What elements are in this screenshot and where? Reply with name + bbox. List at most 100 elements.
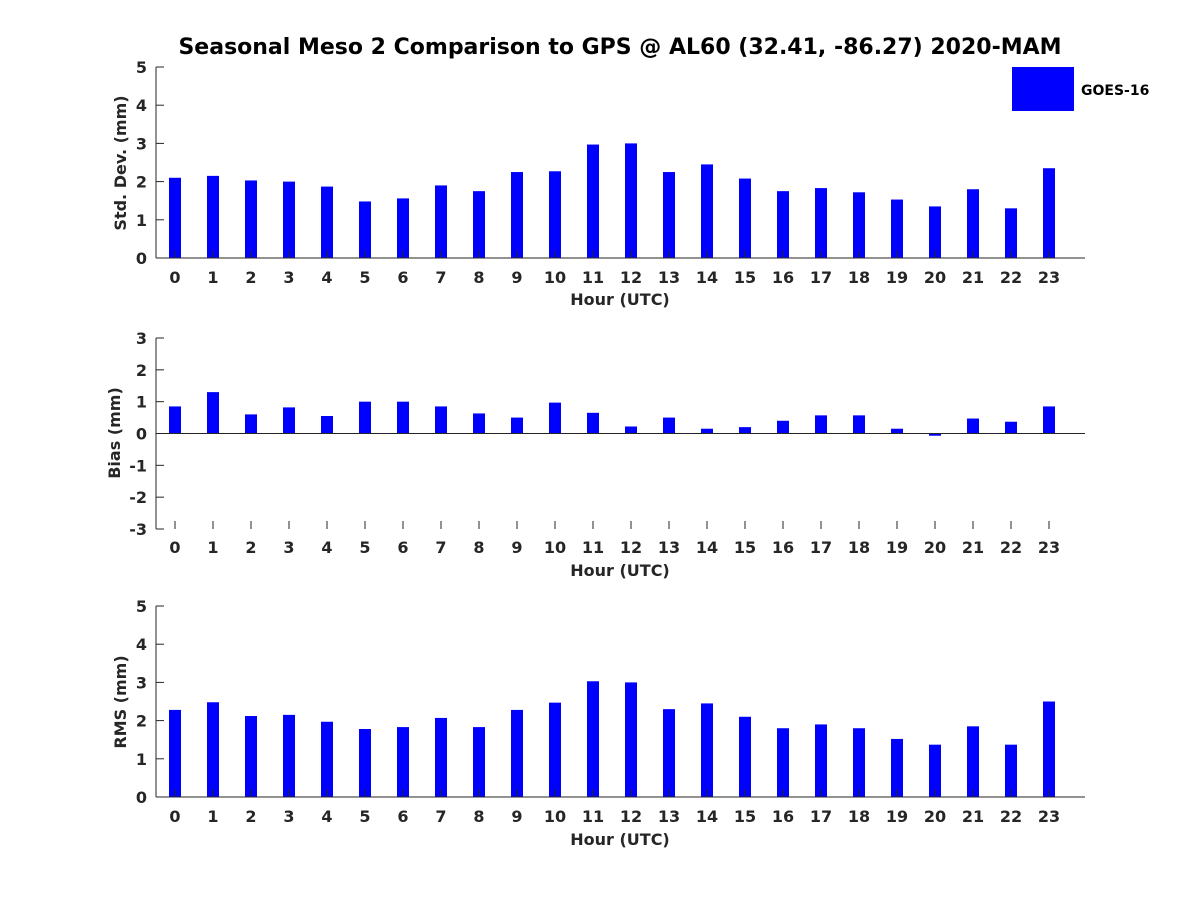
- rms-xtick-label: 23: [1038, 807, 1060, 826]
- std-dev-bar-hour-12: [625, 143, 637, 258]
- std-dev-xtick-label: 18: [848, 268, 870, 287]
- rms-bar-hour-0: [169, 709, 181, 797]
- rms-bar-hour-18: [853, 728, 865, 797]
- std-dev-xtick-label: 0: [169, 268, 180, 287]
- std-dev-bar-hour-2: [245, 180, 257, 258]
- rms-xtick-label: 9: [511, 807, 522, 826]
- bias-xtick-label: 3: [283, 538, 294, 557]
- bias-ytick-label: 3: [136, 329, 147, 348]
- rms-xtick-label: 8: [473, 807, 484, 826]
- std-dev-xtick-label: 21: [962, 268, 984, 287]
- std-dev-bar-hour-16: [777, 191, 789, 258]
- rms-xtick-label: 1: [207, 807, 218, 826]
- std-dev-xtick-label: 8: [473, 268, 484, 287]
- rms-bar-hour-9: [511, 709, 523, 797]
- bias-bar-hour-22: [1005, 421, 1017, 434]
- std-dev-bar-hour-23: [1043, 168, 1055, 258]
- std-dev-bar-hour-18: [853, 192, 865, 258]
- rms-bar-hour-7: [435, 717, 447, 797]
- bias-xtick-label: 2: [245, 538, 256, 557]
- std-dev-bar-hour-13: [663, 172, 675, 258]
- bias-bar-hour-19: [891, 428, 903, 434]
- bias-bar-hour-5: [359, 401, 371, 434]
- std-dev-xtick-label: 17: [810, 268, 832, 287]
- bias-bar-hour-4: [321, 415, 333, 434]
- rms-xtick-label: 17: [810, 807, 832, 826]
- rms-ytick-label: 2: [136, 712, 147, 731]
- rms-xtick-label: 22: [1000, 807, 1022, 826]
- bias-xtick-label: 22: [1000, 538, 1022, 557]
- bias-xlabel: Hour (UTC): [570, 561, 670, 580]
- rms-bar-hour-8: [473, 727, 485, 797]
- std-dev-xtick-label: 20: [924, 268, 946, 287]
- rms-bar-hour-1: [207, 702, 219, 797]
- bias-bar-hour-6: [397, 401, 409, 434]
- std-dev-bar-hour-10: [549, 171, 561, 258]
- std-dev-xtick-label: 19: [886, 268, 908, 287]
- std-dev-bar-hour-8: [473, 191, 485, 258]
- rms-bar-hour-22: [1005, 744, 1017, 797]
- rms-xtick-label: 4: [321, 807, 332, 826]
- legend-label: GOES-16: [1081, 83, 1149, 99]
- rms-bar-hour-10: [549, 702, 561, 797]
- bias-bar-hour-1: [207, 392, 219, 434]
- rms-bar-hour-4: [321, 721, 333, 797]
- std-dev-bar-hour-21: [967, 189, 979, 258]
- std-dev-ylabel: Std. Dev. (mm): [111, 95, 130, 230]
- rms-bar-hour-16: [777, 728, 789, 797]
- rms-xtick-label: 21: [962, 807, 984, 826]
- bias-bar-hour-3: [283, 407, 295, 434]
- bias-bar-hour-13: [663, 417, 675, 434]
- chart-title: Seasonal Meso 2 Comparison to GPS @ AL60…: [178, 35, 1061, 60]
- bias-bar-hour-14: [701, 428, 713, 434]
- std-dev-xtick-label: 1: [207, 268, 218, 287]
- rms-xtick-label: 12: [620, 807, 642, 826]
- std-dev-xtick-label: 11: [582, 268, 604, 287]
- std-dev-bar-hour-0: [169, 177, 181, 258]
- bias-ytick-label: -1: [129, 456, 147, 475]
- bias-xtick-label: 12: [620, 538, 642, 557]
- bias-ytick-label: 2: [136, 361, 147, 380]
- std-dev-bar-hour-5: [359, 201, 371, 258]
- bias-ytick-label: 0: [136, 425, 147, 444]
- std-dev-bar-hour-11: [587, 144, 599, 258]
- std-dev-xtick-label: 6: [397, 268, 408, 287]
- std-dev-xtick-label: 5: [359, 268, 370, 287]
- std-dev-bar-hour-20: [929, 206, 941, 258]
- rms-ytick-label: 1: [136, 750, 147, 769]
- bias-bar-hour-0: [169, 406, 181, 434]
- std-dev-xtick-label: 22: [1000, 268, 1022, 287]
- std-dev-xtick-label: 3: [283, 268, 294, 287]
- bias-xtick-label: 11: [582, 538, 604, 557]
- bias-bar-hour-11: [587, 412, 599, 434]
- bias-bar-hour-23: [1043, 406, 1055, 434]
- rms-bar-hour-6: [397, 727, 409, 797]
- rms-xtick-label: 7: [435, 807, 446, 826]
- std-dev-xtick-label: 13: [658, 268, 680, 287]
- std-dev-xtick-label: 12: [620, 268, 642, 287]
- bias-bar-hour-10: [549, 402, 561, 434]
- std-dev-xtick-label: 14: [696, 268, 718, 287]
- rms-xtick-label: 6: [397, 807, 408, 826]
- rms-xtick-label: 20: [924, 807, 946, 826]
- std-dev-xtick-label: 2: [245, 268, 256, 287]
- bias-xtick-label: 8: [473, 538, 484, 557]
- bias-xtick-label: 15: [734, 538, 756, 557]
- bias-xtick-label: 16: [772, 538, 794, 557]
- std-dev-xtick-label: 15: [734, 268, 756, 287]
- std-dev-xtick-label: 10: [544, 268, 566, 287]
- rms-bar-hour-21: [967, 726, 979, 797]
- rms-ytick-label: 4: [136, 635, 147, 654]
- bias-bar-hour-17: [815, 415, 827, 434]
- bias-ylabel: Bias (mm): [105, 387, 124, 479]
- bias-bar-hour-15: [739, 427, 751, 434]
- bias-xtick-label: 13: [658, 538, 680, 557]
- legend-swatch: [1012, 67, 1074, 111]
- rms-bar-hour-20: [929, 744, 941, 797]
- rms-xtick-label: 16: [772, 807, 794, 826]
- bias-bar-hour-21: [967, 418, 979, 434]
- bias-xtick-label: 5: [359, 538, 370, 557]
- bias-bar-hour-8: [473, 413, 485, 434]
